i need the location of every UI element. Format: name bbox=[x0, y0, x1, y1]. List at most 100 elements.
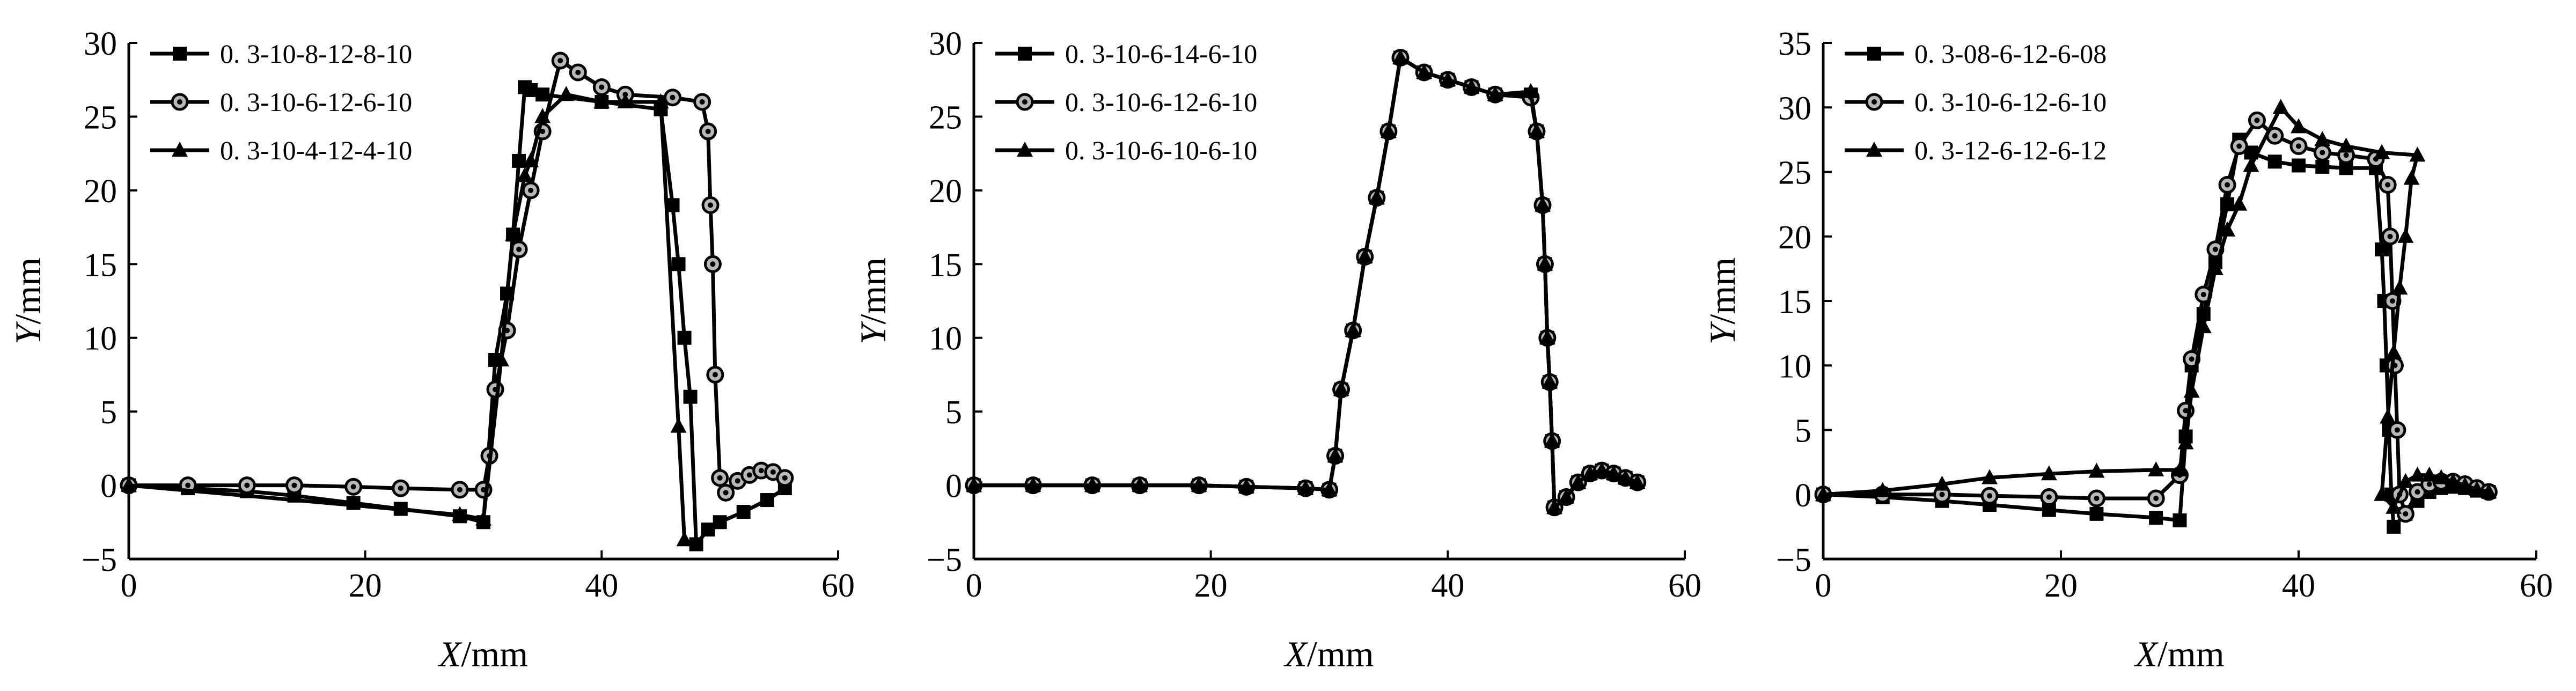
data-point bbox=[2183, 383, 2200, 398]
data-point bbox=[1558, 488, 1575, 504]
data-point bbox=[1539, 329, 1555, 344]
data-point bbox=[1605, 465, 1622, 480]
data-point bbox=[1368, 189, 1385, 204]
y-tick-label: 10 bbox=[84, 321, 117, 357]
data-point bbox=[2218, 176, 2236, 194]
data-point bbox=[2219, 221, 2236, 237]
data-point bbox=[2248, 111, 2266, 129]
data-point bbox=[522, 181, 540, 200]
legend: 0. 3-10-6-14-6-10 0. 3-10-6-12-6-10 0. 3-1… bbox=[995, 39, 1257, 165]
data-point bbox=[1617, 469, 1634, 484]
data-point bbox=[524, 83, 538, 97]
data-point bbox=[1025, 476, 1041, 492]
y-tick-label: 0 bbox=[100, 468, 117, 505]
data-point bbox=[551, 52, 569, 70]
data-point bbox=[2087, 489, 2105, 508]
data-point bbox=[517, 167, 533, 182]
data-point bbox=[2147, 489, 2165, 508]
data-point bbox=[2149, 511, 2163, 525]
series-3 bbox=[1815, 99, 2497, 514]
y-tick-label: 20 bbox=[929, 173, 962, 210]
data-point bbox=[1546, 498, 1563, 514]
data-point bbox=[2314, 131, 2331, 146]
legend: 0. 3-10-8-12-8-10 0. 3-10-6-12-6-10 0. 3-1… bbox=[150, 39, 412, 165]
legend-entry: 0. 3-10-6-12-6-10 bbox=[995, 87, 1257, 117]
data-point bbox=[2421, 466, 2438, 482]
data-point bbox=[2231, 195, 2248, 211]
data-point bbox=[1356, 248, 1373, 263]
x-tick-label: 0 bbox=[1815, 568, 1832, 604]
y-tick-label: 30 bbox=[929, 26, 962, 62]
data-point bbox=[2374, 486, 2390, 501]
data-point bbox=[1542, 373, 1558, 389]
data-point bbox=[1629, 474, 1646, 489]
y-axis-title: Y/mm bbox=[8, 258, 48, 345]
data-point bbox=[121, 476, 137, 492]
series-line bbox=[129, 58, 786, 495]
y-tick-label: 25 bbox=[84, 99, 117, 136]
data-point bbox=[1297, 480, 1314, 495]
data-point bbox=[2391, 279, 2408, 295]
data-point bbox=[701, 523, 715, 537]
data-point bbox=[2177, 434, 2194, 450]
data-point bbox=[676, 531, 693, 547]
data-point bbox=[2313, 143, 2331, 161]
data-point bbox=[683, 389, 698, 404]
data-point bbox=[535, 87, 550, 102]
legend-entry: 0. 3-10-6-12-6-10 bbox=[150, 87, 412, 117]
x-tick-label: 0 bbox=[966, 568, 982, 604]
legend-marker bbox=[1866, 142, 1882, 157]
data-point bbox=[2379, 176, 2397, 194]
data-point bbox=[1874, 482, 1891, 497]
x-tick-label: 60 bbox=[2520, 568, 2553, 604]
legend-marker bbox=[1865, 93, 1883, 111]
y-tick-label: 15 bbox=[1778, 284, 1811, 320]
data-point bbox=[1416, 63, 1433, 79]
legend-marker bbox=[1017, 142, 1033, 157]
data-point bbox=[1570, 474, 1587, 489]
y-tick-label: 25 bbox=[1778, 155, 1811, 192]
data-point bbox=[2381, 227, 2399, 246]
data-point bbox=[523, 152, 539, 167]
legend-label: 0. 3-12-6-12-6-12 bbox=[1914, 135, 2107, 165]
data-point bbox=[1934, 475, 1950, 491]
y-tick-label: 30 bbox=[1778, 90, 1811, 127]
x-tick-label: 40 bbox=[1431, 568, 1464, 604]
data-point bbox=[2292, 158, 2306, 173]
series-line bbox=[128, 92, 687, 540]
y-tick-label: 30 bbox=[84, 26, 117, 62]
data-point bbox=[2040, 488, 2058, 506]
data-point bbox=[670, 417, 687, 433]
data-point bbox=[713, 515, 727, 530]
data-point bbox=[1933, 486, 1951, 504]
legend-label: 0. 3-10-6-12-6-10 bbox=[1065, 87, 1257, 117]
legend: 0. 3-08-6-12-6-08 0. 3-10-6-12-6-10 0. 3-1… bbox=[1845, 39, 2107, 165]
data-point bbox=[1487, 86, 1503, 101]
data-point bbox=[451, 481, 469, 499]
data-point bbox=[693, 93, 711, 111]
y-tick-label: 5 bbox=[945, 394, 962, 431]
legend-marker bbox=[173, 47, 187, 61]
data-point bbox=[534, 108, 551, 123]
data-point bbox=[238, 476, 256, 495]
data-point bbox=[776, 469, 794, 487]
data-point bbox=[486, 380, 504, 399]
data-point bbox=[703, 255, 722, 273]
data-point bbox=[2403, 170, 2420, 185]
data-point bbox=[1815, 486, 1831, 501]
data-point bbox=[493, 351, 510, 366]
data-point bbox=[1392, 49, 1408, 64]
legend-label: 0. 3-10-6-12-6-10 bbox=[220, 87, 412, 117]
legend-entry: 0. 3-10-6-10-6-10 bbox=[995, 135, 1257, 165]
series-2 bbox=[120, 52, 794, 502]
data-point bbox=[717, 483, 735, 502]
data-point bbox=[2396, 505, 2414, 523]
data-point bbox=[505, 226, 522, 241]
legend-entry: 0. 3-10-4-12-4-10 bbox=[150, 135, 412, 165]
data-point bbox=[2267, 155, 2282, 169]
series-1 bbox=[967, 50, 1645, 514]
data-point bbox=[2397, 227, 2414, 243]
